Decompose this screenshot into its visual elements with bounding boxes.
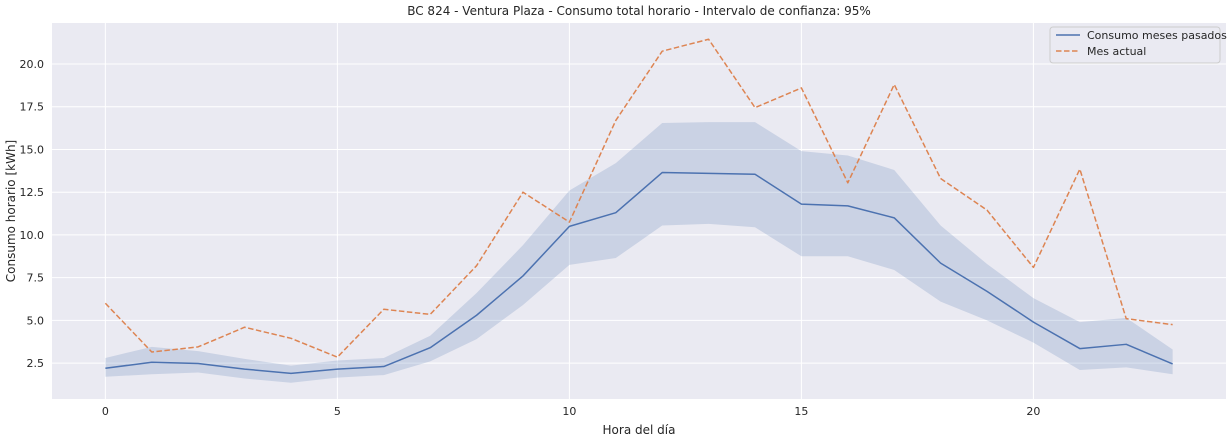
y-tick-label: 17.5: [20, 101, 45, 114]
confidence-band: [105, 122, 1173, 383]
series-line-0: [105, 171, 1173, 375]
x-tick-label: 0: [102, 405, 109, 418]
y-tick-label: 7.5: [27, 272, 45, 285]
legend-box: [1049, 26, 1221, 64]
y-tick-label: 20.0: [20, 58, 45, 71]
chart-title: BC 824 - Ventura Plaza - Consumo total h…: [407, 4, 871, 18]
x-tick-labels: 0 5 10 15 20: [102, 405, 1041, 418]
x-tick-label: 5: [334, 405, 341, 418]
x-axis-label: Hora del día: [603, 423, 676, 437]
y-tick-label: 12.5: [20, 186, 45, 199]
y-tick-label: 2.5: [27, 357, 45, 370]
y-tick-labels: 2.5 5.0 7.5 10.0 12.5 15.0 17.5 20.0: [20, 58, 45, 370]
y-tick-label: 5.0: [27, 314, 45, 327]
legend-label-mes-actual: Mes actual: [1087, 45, 1146, 58]
y-tick-label: 10.0: [20, 229, 45, 242]
legend: Consumo meses pasados Mes actual: [1049, 26, 1227, 64]
y-axis-label: Consumo horario [kWh]: [4, 140, 18, 282]
legend-label-consumo-meses-pasados: Consumo meses pasados: [1087, 29, 1227, 42]
x-tick-label: 10: [562, 405, 576, 418]
confidence-band-layer: [105, 122, 1173, 383]
series-layer: [104, 38, 1173, 375]
series-line-1: [104, 38, 1173, 358]
y-tick-label: 15.0: [20, 143, 45, 156]
x-tick-label: 15: [794, 405, 808, 418]
x-tick-label: 20: [1026, 405, 1040, 418]
